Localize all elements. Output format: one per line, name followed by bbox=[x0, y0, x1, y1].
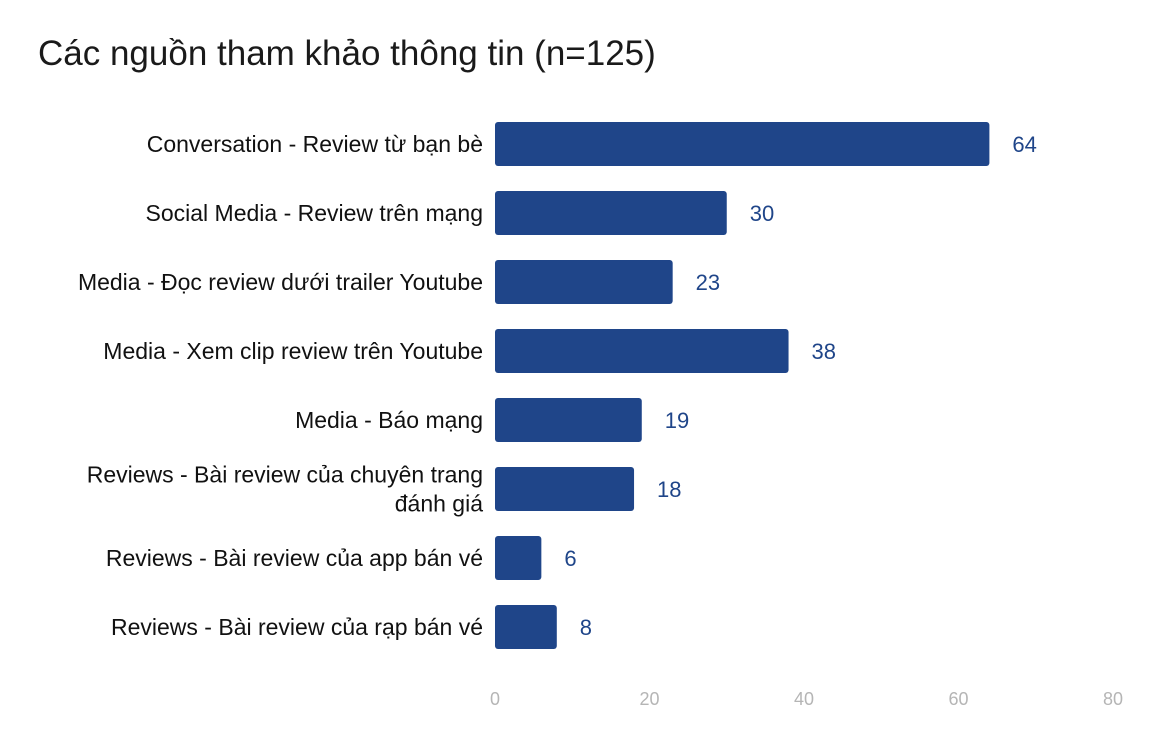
category-label-2: Media - Đọc review dưới trailer Youtube bbox=[78, 269, 483, 295]
value-label-0: 64 bbox=[1012, 132, 1036, 157]
category-label-4: Media - Báo mạng bbox=[295, 407, 483, 433]
value-label-4: 19 bbox=[665, 408, 689, 433]
category-label-6: Reviews - Bài review của app bán vé bbox=[106, 545, 483, 571]
category-label-7: Reviews - Bài review của rạp bán vé bbox=[111, 614, 483, 640]
x-tick-label-0: 0 bbox=[490, 689, 500, 709]
x-tick-label-4: 80 bbox=[1103, 689, 1123, 709]
x-tick-label-3: 60 bbox=[948, 689, 968, 709]
category-label-1: Social Media - Review trên mạng bbox=[146, 200, 483, 226]
category-label-3: Media - Xem clip review trên Youtube bbox=[103, 338, 483, 364]
bar-0 bbox=[495, 122, 990, 166]
bar-2 bbox=[495, 260, 673, 304]
bar-6 bbox=[495, 536, 542, 580]
bar-7 bbox=[495, 605, 557, 649]
x-tick-label-1: 20 bbox=[639, 689, 659, 709]
category-label-0: Conversation - Review từ bạn bè bbox=[147, 131, 483, 157]
chart-title: Các nguồn tham khảo thông tin (n=125) bbox=[38, 34, 656, 73]
value-label-1: 30 bbox=[750, 201, 774, 226]
value-label-5: 18 bbox=[657, 477, 681, 502]
value-label-2: 23 bbox=[696, 270, 720, 295]
bar-3 bbox=[495, 329, 789, 373]
bar-4 bbox=[495, 398, 642, 442]
x-tick-label-2: 40 bbox=[794, 689, 814, 709]
value-label-6: 6 bbox=[564, 546, 576, 571]
bar-1 bbox=[495, 191, 727, 235]
category-label-5: Reviews - Bài review của chuyên trang đán… bbox=[87, 462, 484, 517]
bar-5 bbox=[495, 467, 635, 511]
value-label-7: 8 bbox=[580, 615, 592, 640]
value-label-3: 38 bbox=[812, 339, 836, 364]
